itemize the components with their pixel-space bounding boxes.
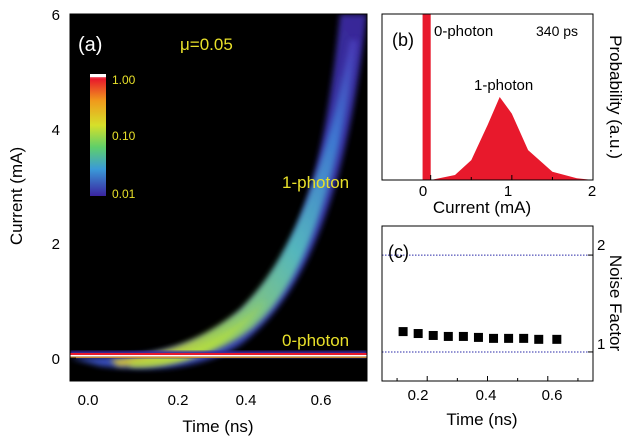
a-xtick-1: 0.2	[168, 392, 189, 409]
panel-a	[69, 13, 368, 382]
panel-a-letter: (a)	[78, 34, 102, 56]
zero-photon-label-a: 0-photon	[282, 331, 349, 350]
colorbar-tick-001: 0.01	[112, 187, 136, 201]
panel-c-letter: (c)	[388, 242, 409, 262]
panel-c-markers	[398, 327, 562, 344]
zero-photon-label-b: 0-photon	[434, 23, 493, 40]
c-ylabel: Noise Factor	[606, 255, 625, 352]
c-ytick-1: 1	[597, 336, 605, 353]
heatmap-band-1-photon-core	[110, 40, 358, 366]
colorbar-tick-010: 0.10	[112, 129, 136, 143]
panel-b-1-photon-area	[430, 97, 593, 180]
a-xlabel: Time (ns)	[182, 417, 253, 436]
a-ylabel: Current (mA)	[7, 147, 26, 245]
noise-factor-point	[413, 329, 423, 339]
c-xtick-1: 0.4	[476, 387, 497, 404]
a-ytick-2: 2	[52, 236, 60, 253]
one-photon-label-a: 1-photon	[282, 173, 349, 192]
heatmap-band-0-photon-red	[70, 353, 367, 355]
noise-factor-point	[428, 330, 438, 340]
a-ytick-0: 0	[52, 351, 60, 368]
b-xtick-2: 2	[588, 183, 596, 200]
heatmap-band-0-photon-white	[70, 355, 367, 357]
b-xlabel: Current (mA)	[433, 198, 531, 217]
noise-factor-point	[398, 327, 408, 337]
noise-factor-point	[552, 334, 562, 344]
noise-factor-point	[534, 334, 544, 344]
a-ytick-6: 6	[52, 7, 60, 24]
panel-b-0-photon-bar	[422, 14, 431, 180]
noise-factor-point	[443, 331, 453, 341]
b-xtick-0: 0	[419, 183, 427, 200]
b-xtick-1: 1	[504, 183, 512, 200]
c-xtick-0: 0.2	[408, 387, 429, 404]
c-xtick-2: 0.6	[542, 387, 563, 404]
a-xtick-3: 0.6	[311, 392, 332, 409]
ps-annotation: 340 ps	[536, 23, 578, 39]
tick-marks	[70, 13, 594, 381]
c-ytick-2: 2	[597, 237, 605, 254]
panel-b-frame	[381, 13, 594, 181]
noise-factor-point	[473, 332, 483, 342]
colorbar-top-cap	[90, 74, 106, 77]
panel-b-letter: (b)	[392, 30, 414, 50]
noise-factor-point	[519, 333, 529, 343]
a-ytick-4: 4	[52, 122, 60, 139]
mu-annotation: μ=0.05	[180, 35, 233, 54]
colorbar-tick-1: 1.00	[112, 73, 136, 87]
heatmap-band-1-photon-outer	[70, 14, 367, 369]
noise-factor-point	[458, 331, 468, 341]
panel-b	[381, 13, 594, 181]
a-xtick-2: 0.4	[236, 392, 257, 409]
heatmap-band-0-photon-orange	[70, 356, 367, 358]
panel-a-frame	[69, 13, 368, 382]
a-xtick-0: 0.0	[78, 392, 99, 409]
colorbar	[90, 74, 106, 196]
b-ylabel: Probability (a.u.)	[606, 35, 625, 159]
one-photon-label-b: 1-photon	[474, 77, 533, 94]
panel-c-background	[382, 226, 593, 381]
noise-factor-point	[504, 333, 514, 343]
noise-factor-point	[489, 333, 499, 343]
c-xlabel: Time (ns)	[446, 410, 517, 429]
panel-c	[381, 225, 594, 382]
